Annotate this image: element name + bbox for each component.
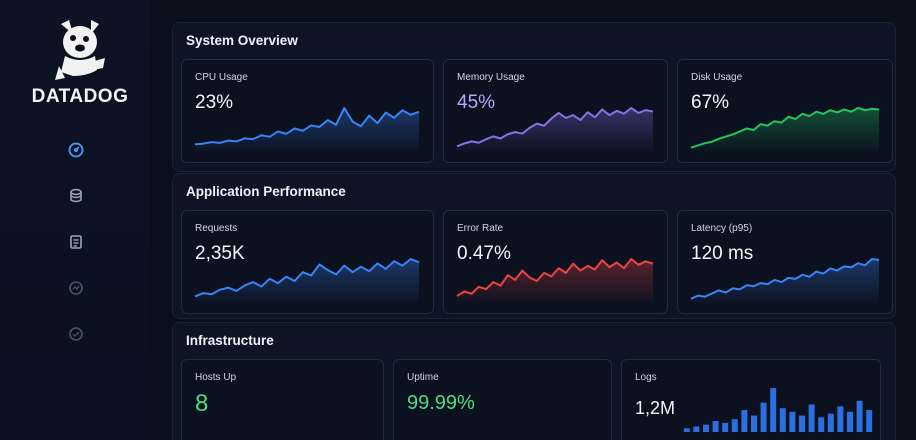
- sparkline-area: [691, 108, 879, 154]
- section-title: Infrastructure: [186, 333, 274, 348]
- dashboard-icon: [68, 142, 84, 158]
- logs-value: 1,2M: [635, 398, 676, 418]
- disk-sparkline: [690, 107, 880, 154]
- nav-item-dashboard[interactable]: [62, 136, 90, 164]
- logs-card[interactable]: Logs 1,2M: [621, 359, 881, 440]
- sparkline-area: [195, 259, 419, 305]
- datadog-dog-icon: [55, 20, 105, 80]
- logs-bar: [808, 404, 815, 432]
- nav-item-logs[interactable]: [62, 228, 90, 256]
- nav-item-monitor[interactable]: [62, 274, 90, 302]
- logs-bar: [799, 415, 805, 432]
- logs-bar-chart: [683, 388, 873, 432]
- sparkline-area: [457, 259, 653, 305]
- cpu-usage-card[interactable]: CPU Usage 23%: [181, 59, 434, 163]
- logs-bar: [703, 424, 709, 432]
- logs-bar: [837, 406, 844, 432]
- card-label: Requests: [195, 223, 238, 234]
- logs-bar: [712, 421, 719, 432]
- logs-bar: [731, 419, 738, 432]
- card-label: Logs: [635, 372, 657, 383]
- section-title: System Overview: [186, 33, 298, 48]
- card-value: 0.47%: [457, 243, 511, 264]
- sparkline-line: [690, 258, 880, 300]
- error-rate-card[interactable]: Error Rate 0.47%: [443, 210, 668, 314]
- card-value: 2,35K: [195, 243, 245, 264]
- memory-sparkline: [456, 107, 654, 154]
- requests-card[interactable]: Requests 2,35K: [181, 210, 434, 314]
- card-value: 120 ms: [691, 243, 754, 264]
- card-label: Latency (p95): [691, 223, 753, 234]
- sparkline-area: [195, 108, 419, 154]
- section-title: Application Performance: [186, 184, 346, 199]
- card-label: Hosts Up: [195, 372, 237, 383]
- application-performance-section: Application Performance Requests 2,35K E…: [172, 173, 896, 319]
- card-value: 45%: [457, 92, 496, 113]
- logs-bar: [693, 426, 700, 432]
- sidebar: DATADOG: [0, 0, 150, 440]
- logs-bar: [722, 422, 729, 432]
- card-label: CPU Usage: [195, 72, 248, 83]
- requests-sparkline: [194, 258, 420, 305]
- card-label: Disk Usage: [691, 72, 743, 83]
- sparkline-line: [456, 258, 654, 297]
- latency-card[interactable]: Latency (p95) 120 ms: [677, 210, 893, 314]
- logs-bar: [856, 400, 863, 432]
- sidebar-nav: [62, 136, 90, 366]
- logs-bar: [789, 411, 796, 432]
- sparkline-line: [194, 258, 420, 298]
- latency-sparkline: [690, 258, 880, 305]
- cpu-sparkline: [194, 107, 420, 154]
- sparkline-area: [691, 259, 879, 305]
- disk-usage-card[interactable]: Disk Usage 67%: [677, 59, 893, 163]
- logs-bar: [779, 408, 786, 432]
- logs-bar: [818, 417, 825, 432]
- card-label: Memory Usage: [457, 72, 525, 83]
- system-overview-section: System Overview CPU Usage 23% Memory Usa…: [172, 22, 896, 172]
- sparkline-line: [194, 107, 420, 146]
- card-value: 23%: [195, 92, 234, 113]
- logs-bar: [760, 402, 767, 432]
- hosts-up-card[interactable]: Hosts Up 8: [181, 359, 384, 440]
- hosts-up-value: 8: [195, 390, 209, 417]
- logs-bar: [751, 415, 757, 432]
- logs-bar: [827, 413, 834, 432]
- nav-item-database[interactable]: [62, 182, 90, 210]
- dashboard-main: System Overview CPU Usage 23% Memory Usa…: [150, 0, 916, 440]
- datadog-logo[interactable]: DATADOG: [30, 18, 130, 108]
- logo-text: DATADOG: [31, 86, 129, 107]
- logs-bar: [741, 410, 748, 432]
- logs-bar: [683, 428, 690, 432]
- memory-usage-card[interactable]: Memory Usage 45%: [443, 59, 668, 163]
- infrastructure-section: Infrastructure Hosts Up 8 Uptime 99.99% …: [172, 322, 896, 440]
- sparkline-line: [690, 107, 880, 149]
- nav-item-settings[interactable]: [62, 320, 90, 348]
- uptime-value: 99.99%: [407, 392, 475, 414]
- uptime-card[interactable]: Uptime 99.99%: [393, 359, 612, 440]
- logs-bar: [770, 388, 777, 432]
- logs-bar: [866, 410, 873, 432]
- monitor-icon: [69, 281, 83, 295]
- sparkline-area: [457, 108, 653, 154]
- logs-icon: [70, 235, 82, 249]
- card-label: Uptime: [407, 372, 439, 383]
- sparkline-line: [456, 107, 654, 148]
- card-value: 67%: [691, 92, 730, 113]
- database-icon: [70, 188, 82, 203]
- error-rate-sparkline: [456, 258, 654, 305]
- logs-bar: [847, 411, 853, 432]
- settings-icon: [69, 327, 83, 341]
- card-label: Error Rate: [457, 223, 504, 234]
